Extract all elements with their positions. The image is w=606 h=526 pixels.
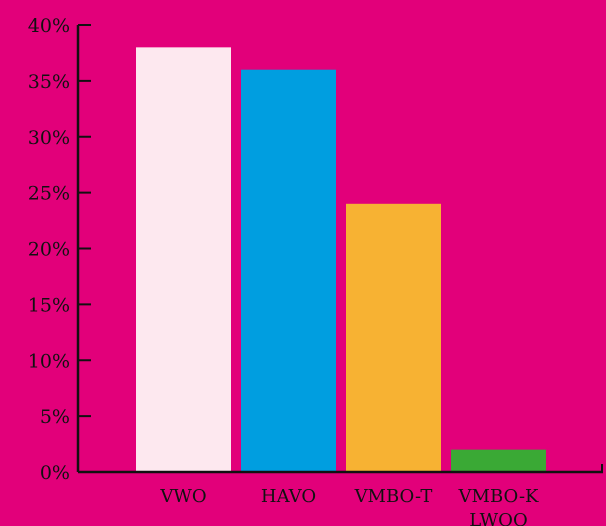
x-tick-label: VMBO-K: [458, 486, 539, 507]
x-tick-sublabel: LWOO: [469, 510, 527, 526]
y-tick-label: 30%: [28, 127, 70, 149]
x-tick-label: VMBO-T: [354, 486, 433, 507]
axes: [76, 24, 603, 474]
y-tick-label: 40%: [28, 15, 70, 37]
x-tick-label: HAVO: [261, 486, 316, 507]
x-tick-label: VWO: [159, 486, 206, 507]
y-tick-label: 35%: [28, 71, 70, 93]
bar-havo: [241, 69, 336, 472]
x-tick-labels: VWO HAVO VMBO-T VMBO-K LWOO: [159, 486, 539, 526]
y-tick-label: 5%: [40, 406, 70, 428]
y-tick-label: 0%: [40, 462, 70, 484]
y-tick-label: 25%: [28, 183, 70, 205]
bar-vwo: [136, 47, 231, 472]
y-tick-label: 20%: [28, 239, 70, 261]
y-tick-labels: 0% 5% 10% 15% 20% 25% 30% 35% 40%: [28, 15, 70, 484]
bar-vmbo-k: [451, 449, 546, 472]
bar-vmbo-t: [346, 203, 441, 473]
bar-group: [136, 47, 546, 473]
y-tick-label: 10%: [28, 350, 70, 372]
y-tick-label: 15%: [28, 294, 70, 316]
